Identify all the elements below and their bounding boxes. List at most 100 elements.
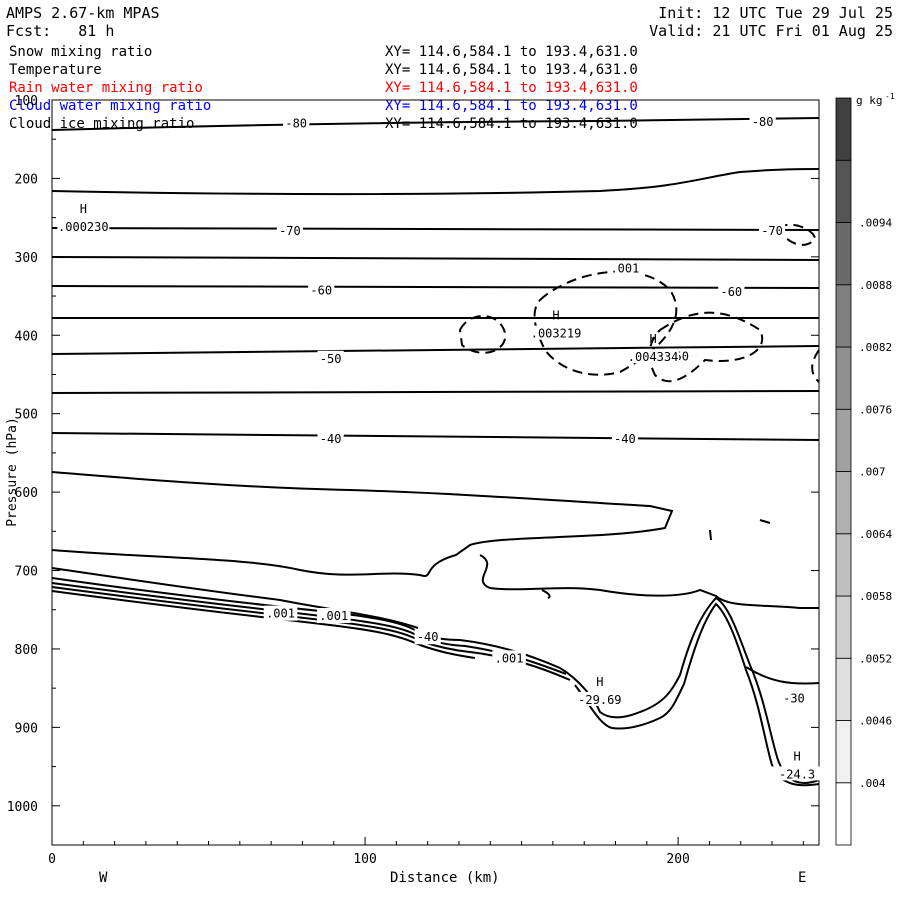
y-tick-label: 100 [15,94,38,109]
low-level-contour [51,577,561,669]
colorbar-label: .007 [859,466,886,479]
colorbar-unit-exponent: -1 [885,92,895,101]
colorbar-swatch [835,222,852,286]
plot-frame [51,99,820,846]
temperature-contours [51,117,820,685]
colorbar-label: .0064 [859,528,892,541]
temperature-contour-label-bg [749,113,776,129]
extremum-marker: H [80,202,87,216]
y-tick-label: 900 [15,721,38,736]
extremum-value: -29.69 [578,693,621,707]
colorbar-swatch [835,408,852,472]
temperature-contour-label-bg [414,629,441,645]
colorbar-label: .004 [859,777,886,790]
mixing-ratio-label: .001 [495,651,524,665]
colorbar-swatch [835,533,852,597]
temperature-contour-label: -40 [417,630,439,644]
extremum-value-bg [530,325,583,340]
extremum-marker: H [596,675,603,689]
temperature-contour-label: -80 [752,115,774,129]
mixing-ratio-label-bg [608,260,642,276]
temperature-contour-label-bg [718,284,745,300]
legend-name-temperature: Temperature [9,62,102,78]
forecast-hour: Fcst: 81 h [6,22,115,40]
y-tick-label: 800 [15,643,38,658]
isotherm-line [51,345,820,355]
colorbar-swatch [835,782,852,846]
isotherm-line [51,256,820,261]
legend-range-rain: XY= 114.6,584.1 to 193.4,631.0 [385,80,638,96]
legend-range-cloud-water: XY= 114.6,584.1 to 193.4,631.0 [385,98,638,114]
y-tick-label: 1000 [7,800,38,815]
temperature-contour-label-bg [611,430,639,446]
y-tick-label: 300 [15,251,38,266]
x-tick-label: 200 [666,852,689,867]
temperature-contour-label: -70 [761,224,783,238]
extremum-value-bg [573,691,626,706]
chart-marks: -80-80-70-70-60-60-50-50-40-40-40-30.001… [57,113,824,781]
extremum-value: -24.3 [779,767,815,781]
extremum-marker: H [649,332,656,346]
isotherm-line [51,227,820,231]
colorbar-label: .0052 [859,652,892,665]
colorbar-label: .0046 [859,715,892,728]
x-tick-label: 100 [353,852,376,867]
legend-name-cloud-water: Cloud water mixing ratio [9,98,212,114]
axes-layer: 100 200 300 400 500 600 700 800 900 1000 0 100 200 [7,94,819,867]
mixing-ratio-contour [811,349,820,383]
isotherm-line [51,567,419,629]
legend-range-temperature: XY= 114.6,584.1 to 193.4,631.0 [385,62,638,78]
isotherm-line [51,390,820,395]
mixing-ratio-label: .001 [610,262,639,276]
model-title: AMPS 2.67-km MPAS [6,4,160,22]
direction-west: W [99,870,108,886]
valid-time: Valid: 21 UTC Fri 01 Aug 25 [649,22,893,40]
temperature-contour-label: -50 [320,352,342,366]
isotherm-line [51,285,820,289]
colorbar-swatch [835,346,852,410]
y-tick-label: 500 [15,408,38,423]
y-tick-label: 400 [15,329,38,344]
temperature-contour-label-bg [317,430,344,446]
temperature-contour-label-bg [283,115,310,131]
terrain-lines [559,596,820,787]
isotherm-line [51,471,674,577]
temperature-contour-label-bg [276,222,304,238]
mixing-ratio-label-bg [316,608,351,624]
extremum-marker: H [793,749,800,763]
temperature-contour-label: -30 [783,691,805,705]
colorbar-label: .0082 [859,341,892,354]
colorbar-swatch [835,284,852,348]
colorbar-swatch [835,471,852,535]
low-level-contour [51,590,476,659]
colorbar-swatch [835,159,852,223]
mixing-ratio-label-bg [492,650,526,666]
isotherm-line [51,168,820,196]
mixing-ratio-contour [458,315,507,354]
extremum-value-bg [57,219,110,234]
y-axis-title: Pressure (hPa) [5,417,20,527]
init-time: Init: 12 UTC Tue 29 Jul 25 [658,4,893,22]
temperature-contour-label-bg [758,222,786,238]
extremum-value: .000230 [58,220,109,234]
temperature-contour-label: -60 [720,285,742,299]
isotherm-line [709,529,712,541]
mixing-ratio-contour [776,223,817,246]
colorbar-label: .0088 [859,279,892,292]
isotherm-line [541,589,551,599]
colorbar-swatch [835,595,852,659]
extremum-value: .004334 [628,350,679,364]
temperature-contour-label: -40 [614,432,636,446]
temperature-contour-label: -40 [320,432,342,446]
temperature-contour-label-bg [317,350,344,366]
direction-east: E [798,870,807,886]
isotherm-line [479,554,819,609]
temperature-contour-label: -60 [310,284,332,298]
legend-name-rain: Rain water mixing ratio [9,80,203,96]
x-tick-label: 0 [48,852,56,867]
temperature-contour-label-bg [308,282,335,298]
colorbar-label: .0058 [859,590,892,603]
colorbar-unit: g kg [856,94,883,107]
legend-name-snow: Snow mixing ratio [9,44,153,60]
